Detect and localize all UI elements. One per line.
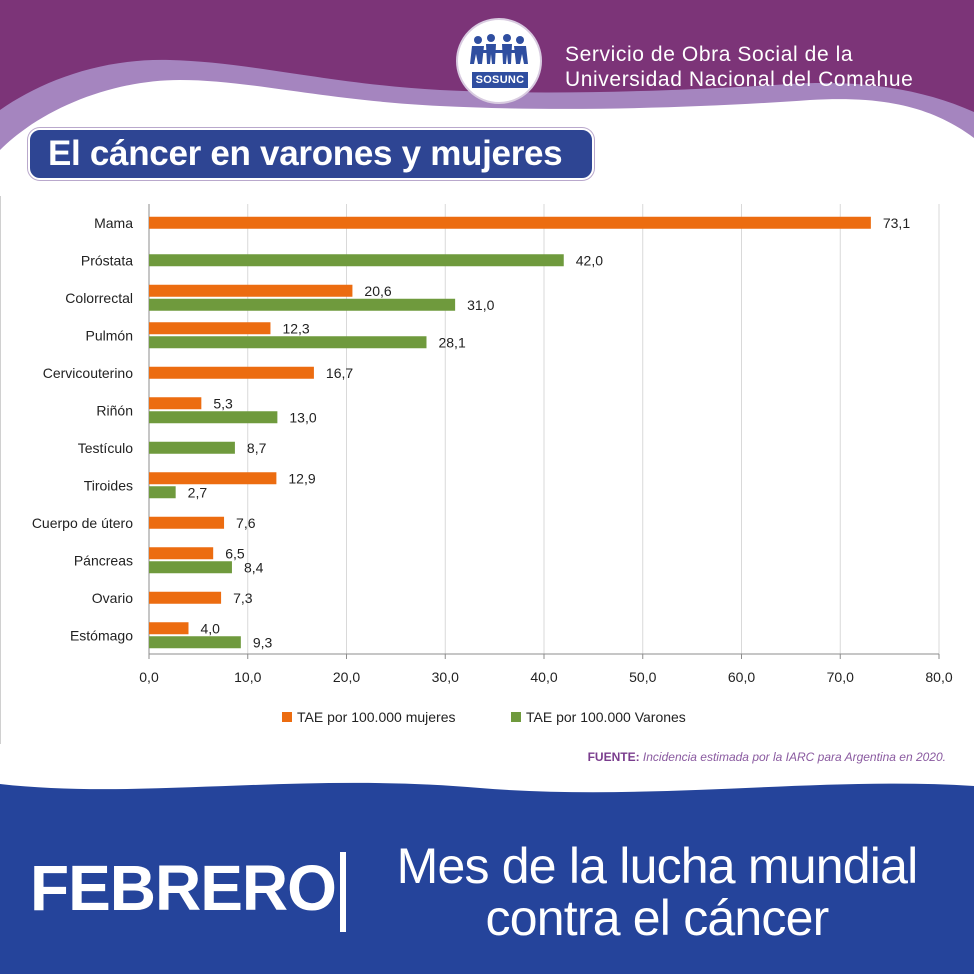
category-label: Páncreas: [74, 552, 133, 568]
data-label: 8,7: [247, 440, 267, 456]
category-label: Colorrectal: [65, 290, 133, 306]
data-label: 7,6: [236, 515, 256, 531]
footer-slogan: Mes de la lucha mundial contra el cáncer: [362, 840, 952, 944]
bar-chart: 0,0 10,0 20,0 30,0 40,0 50,0 60,0 70,0 80,0 Mama 7…: [32, 204, 953, 725]
bar: [149, 472, 277, 485]
x-tick-label: 20,0: [333, 669, 360, 685]
source-note: FUENTE: Incidencia estimada por la IARC …: [588, 750, 946, 764]
bar: [149, 486, 176, 499]
data-label: 6,5: [225, 545, 245, 561]
bar: [149, 516, 225, 529]
category-label: Mama: [94, 215, 133, 231]
data-label: 16,7: [326, 365, 353, 381]
data-label: 7,3: [233, 590, 253, 606]
x-tick-label: 30,0: [432, 669, 459, 685]
sosunc-logo: SOSUNC: [456, 18, 542, 104]
bar: [149, 322, 271, 335]
bar: [149, 366, 314, 379]
footer-month: FEBRERO: [30, 852, 337, 924]
footer-background: [0, 782, 974, 974]
x-tick-label: 50,0: [629, 669, 656, 685]
data-label: 28,1: [438, 334, 465, 350]
logo-text: SOSUNC: [472, 72, 528, 88]
data-label: 8,4: [244, 559, 264, 575]
category-label: Cervicouterino: [43, 365, 133, 381]
source-text: Incidencia estimada por la IARC para Arg…: [642, 750, 946, 764]
bar: [149, 622, 189, 635]
bar: [149, 441, 235, 454]
x-tick-label: 0,0: [139, 669, 159, 685]
bar: [149, 561, 232, 574]
data-label: 2,7: [188, 484, 208, 500]
bar: [149, 254, 564, 267]
data-label: 20,6: [364, 283, 391, 299]
bar: [149, 591, 222, 604]
data-label: 31,0: [467, 297, 494, 313]
legend-swatch-varones: [511, 712, 521, 722]
footer-slogan-line1: Mes de la lucha mundial: [396, 838, 919, 894]
x-tick-label: 80,0: [925, 669, 952, 685]
category-label: Estómago: [70, 627, 133, 643]
bar: [149, 284, 353, 297]
organization-name: Servicio de Obra Social de la Universida…: [565, 42, 913, 92]
category-label: Riñón: [96, 402, 133, 418]
bar: [149, 397, 202, 410]
legend-swatch-mujeres: [282, 712, 292, 722]
bar: [149, 547, 214, 560]
people-logo-icon: [470, 34, 528, 64]
bar: [149, 298, 456, 311]
x-tick-label: 40,0: [530, 669, 557, 685]
category-label: Cuerpo de útero: [32, 515, 133, 531]
x-tick-label: 70,0: [827, 669, 854, 685]
data-label: 4,0: [201, 620, 221, 636]
data-label: 9,3: [253, 634, 273, 650]
chart-frame: 0,0 10,0 20,0 30,0 40,0 50,0 60,0 70,0 80,0 Mama 7…: [0, 196, 974, 744]
data-label: 12,9: [288, 470, 315, 486]
x-tick-label: 10,0: [234, 669, 261, 685]
data-label: 42,0: [576, 252, 603, 268]
data-label: 12,3: [282, 320, 309, 336]
legend-label-varones: TAE por 100.000 Varones: [526, 709, 686, 725]
category-label: Tiroides: [84, 477, 133, 493]
bar: [149, 411, 278, 424]
category-label: Ovario: [92, 590, 133, 606]
page-title: El cáncer en varones y mujeres: [28, 128, 594, 180]
data-label: 13,0: [289, 409, 316, 425]
data-label: 73,1: [883, 215, 910, 231]
bar: [149, 216, 871, 229]
x-tick-label: 60,0: [728, 669, 755, 685]
source-label: FUENTE:: [587, 750, 640, 764]
bar: [149, 636, 241, 649]
footer-separator: [340, 852, 346, 932]
category-label: Pulmón: [86, 327, 133, 343]
footer-slogan-line2: contra el cáncer: [485, 890, 830, 946]
category-label: Próstata: [81, 252, 133, 268]
bar: [149, 336, 427, 349]
category-label: Testículo: [78, 440, 133, 456]
organization-name-line2: Universidad Nacional del Comahue: [565, 68, 914, 91]
organization-name-line1: Servicio de Obra Social de la: [565, 43, 854, 66]
data-label: 5,3: [213, 395, 233, 411]
legend-label-mujeres: TAE por 100.000 mujeres: [297, 709, 456, 725]
